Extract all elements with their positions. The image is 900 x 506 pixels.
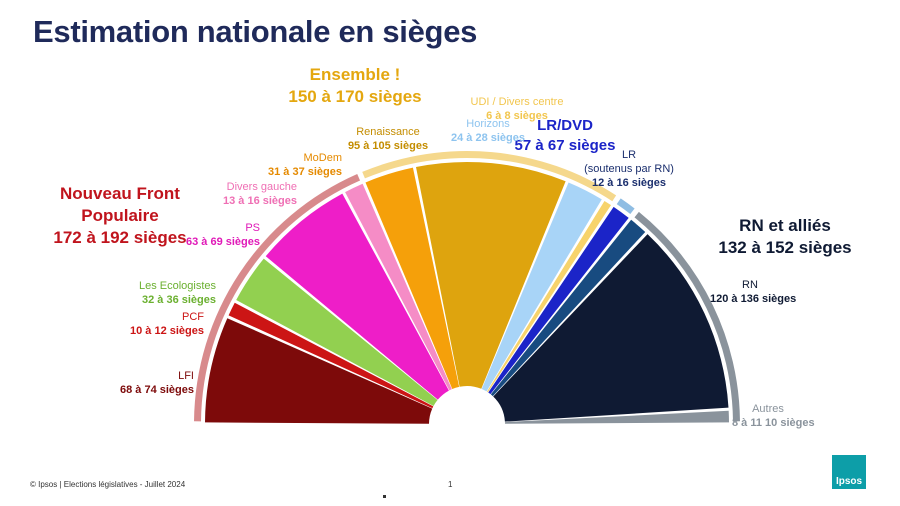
group-nfp-range: 172 à 192 sièges (53, 228, 187, 248)
group-arc-lrdvd (616, 198, 635, 215)
slice-divers-gauche (345, 183, 452, 391)
label-lfi: LFI 68 à 74 sièges (90, 370, 194, 398)
label-lr: LR (soutenus par RN) 12 à 16 sièges (580, 149, 678, 190)
label-rn: RN 120 à 136 sièges (710, 279, 796, 307)
group-rn-range: 132 à 152 sièges (718, 238, 852, 258)
slice-modem (365, 167, 460, 389)
slice-ps (265, 193, 449, 400)
label-ps: PS 63 à 69 sièges (180, 222, 260, 250)
label-pcf: PCF 10 à 12 sièges (90, 311, 204, 339)
footer-text: © Ipsos | Elections législatives - Juill… (30, 480, 186, 489)
label-lfi-name: LFI (178, 370, 194, 382)
label-autres: Autres 8 à 11 10 sièges (732, 403, 815, 431)
ipsos-logo: Ipsos (832, 455, 866, 489)
label-modem-range: 31 à 37 sièges (267, 165, 342, 178)
label-renaissance: Renaissance 95 à 105 sièges (340, 126, 436, 154)
group-ensemble-range: 150 à 170 sièges (288, 87, 422, 107)
slice-lr-rn-allies (490, 219, 646, 397)
group-ensemble: Ensemble ! 150 à 170 sièges (275, 64, 435, 108)
label-udi-name: UDI / Divers centre (470, 96, 564, 108)
label-lr-extra: (soutenus par RN) (584, 162, 674, 175)
label-horizons-name: Horizons (466, 118, 510, 130)
label-ps-range: 63 à 69 sièges (185, 235, 260, 248)
group-arc-nfp (194, 174, 361, 422)
label-ecologistes-name: Les Ecologistes (138, 280, 216, 292)
label-horizons: Horizons 24 à 28 sièges (440, 118, 536, 146)
slice-renaissance (415, 161, 566, 389)
slice-les-ecologistes (236, 258, 438, 407)
label-divers-gauche-name: Divers gauche (226, 181, 297, 193)
label-ecologistes: Les Ecologistes 32 à 36 sièges (110, 280, 216, 308)
label-udi-range: 6 à 8 sièges (486, 109, 548, 122)
group-lrdvd-name: LR/DVD (537, 117, 593, 134)
group-ensemble-name: Ensemble ! (309, 65, 401, 84)
label-autres-name: Autres (752, 403, 784, 415)
label-divers-gauche-range: 13 à 16 sièges (222, 194, 297, 207)
label-autres-range: 8 à 11 10 sièges (732, 416, 815, 429)
label-rn-range: 120 à 136 sièges (710, 292, 797, 305)
label-lfi-range: 68 à 74 sièges (119, 383, 194, 396)
label-modem-name: MoDem (303, 152, 342, 164)
label-udi: UDI / Divers centre 6 à 8 sièges (462, 96, 572, 124)
group-nfp: Nouveau Front Populaire 172 à 192 sièges (40, 183, 200, 249)
slice-horizons (481, 182, 602, 392)
label-ecologistes-range: 32 à 36 sièges (141, 293, 216, 306)
slice-rn (493, 234, 729, 422)
slice-pcf (228, 302, 434, 409)
slice-autres (504, 410, 729, 424)
label-rn-name: RN (742, 279, 758, 291)
page-number: 1 (448, 480, 453, 489)
slice-lfi (205, 318, 433, 424)
label-pcf-range: 10 à 12 sièges (129, 324, 204, 337)
group-rn-name: RN et alliés (739, 216, 831, 235)
slice-lr (488, 206, 629, 395)
label-lr-range: 12 à 16 sièges (591, 176, 666, 189)
group-nfp-name: Nouveau Front Populaire (60, 184, 180, 226)
group-arc-ens (362, 151, 617, 202)
label-horizons-range: 24 à 28 sièges (450, 131, 525, 144)
group-lrdvd: LR/DVD 57 à 67 sièges (500, 116, 630, 155)
group-lrdvd-range: 57 à 67 sièges (514, 136, 616, 154)
group-rn: RN et alliés 132 à 152 sièges (700, 215, 870, 259)
decorative-dot (383, 495, 386, 498)
page-title: Estimation nationale en sièges (33, 14, 478, 49)
label-divers-gauche: Divers gauche 13 à 16 sièges (200, 181, 297, 209)
label-renaissance-range: 95 à 105 sièges (347, 139, 429, 152)
label-pcf-name: PCF (182, 311, 204, 323)
label-renaissance-name: Renaissance (356, 126, 420, 138)
label-lr-name: LR (621, 149, 637, 161)
slice-udi-divers-centre (486, 200, 612, 393)
label-modem: MoDem 31 à 37 sièges (250, 152, 342, 180)
label-ps-name: PS (245, 222, 260, 234)
